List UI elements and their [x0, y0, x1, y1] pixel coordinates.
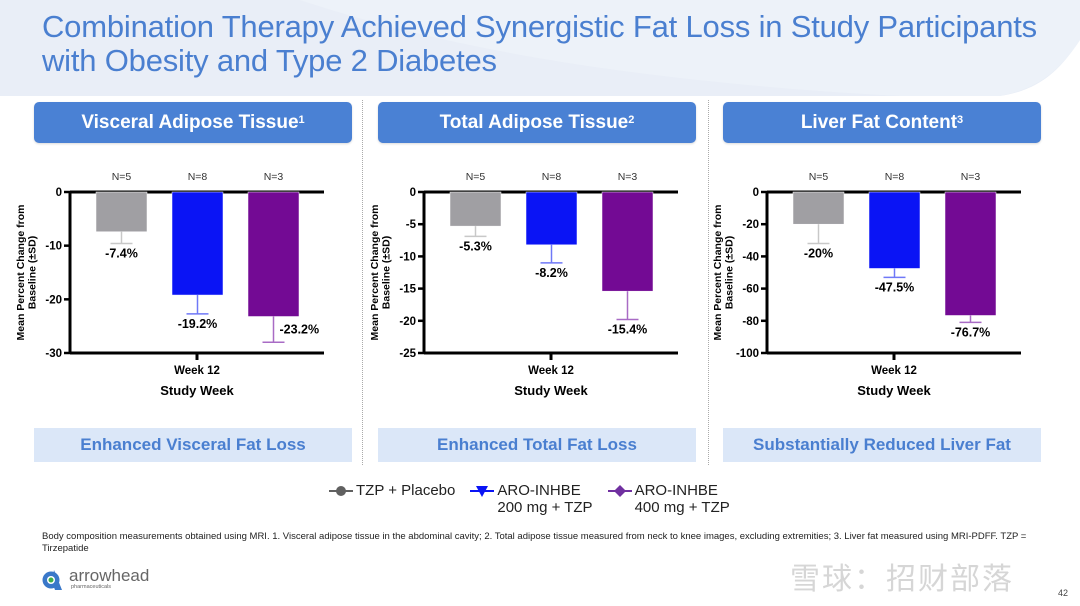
triangle-down-marker-icon: [470, 486, 495, 497]
y-tick-label: -15: [399, 284, 416, 296]
bar-placebo: [792, 191, 845, 225]
x-axis-label: Study Week: [857, 383, 931, 398]
panel-header-visceral: Visceral Adipose Tissue 1: [34, 102, 352, 143]
y-axis-label: Mean Percent Change fromBaseline (±SD): [712, 205, 736, 341]
x-axis-label: Study Week: [514, 383, 588, 398]
data-label: -76.7%: [951, 325, 991, 339]
logo-subtitle: pharmaceuticals: [71, 584, 112, 590]
y-tick-label: -20: [399, 316, 416, 328]
chart-svg: Mean Percent Change fromBaseline (±SD) 0 -…: [712, 171, 1021, 398]
bar-aro200: [171, 191, 224, 296]
n-label: N=3: [264, 171, 284, 183]
bar-aro200: [525, 191, 578, 246]
footnote-ref: 1: [298, 113, 305, 126]
y-tick-label: -100: [736, 348, 759, 360]
legend-label: ARO-INHBE 200 mg + TZP: [497, 482, 593, 516]
bar-placebo: [449, 191, 502, 227]
y-tick-label: 0: [410, 187, 416, 199]
data-label: -8.2%: [535, 266, 568, 280]
footnote-ref: 2: [628, 113, 635, 126]
y-axis-label-line: Mean Percent Change from: [15, 205, 27, 341]
y-tick-label: -20: [45, 294, 62, 306]
legend-item-placebo: TZP + Placebo: [328, 482, 455, 516]
panel-footer-liver: Substantially Reduced Liver Fat: [723, 428, 1041, 462]
bar-aro400: [247, 191, 300, 317]
y-tick-label: 0: [753, 187, 759, 199]
data-label: -15.4%: [608, 323, 648, 337]
legend-label: ARO-INHBE 400 mg + TZP: [634, 482, 730, 516]
footnote: Body composition measurements obtained u…: [42, 531, 1027, 554]
company-logo: arrowhead pharmaceuticals: [42, 566, 150, 590]
data-label: -47.5%: [875, 280, 915, 294]
page-title: Combination Therapy Achieved Synergistic…: [42, 9, 1037, 78]
x-axis-label: Study Week: [160, 383, 234, 398]
n-label: N=3: [961, 171, 981, 183]
y-axis-label-line: Baseline (±SD): [27, 236, 39, 309]
data-label: -5.3%: [459, 239, 492, 253]
bar-aro400: [944, 191, 997, 316]
y-tick-label: -60: [742, 284, 759, 296]
n-label: N=8: [188, 171, 208, 183]
y-axis-label-line: Mean Percent Change from: [712, 205, 724, 341]
panel-header-total: Total Adipose Tissue 2: [378, 102, 696, 143]
y-tick-label: -10: [399, 251, 416, 263]
panel-divider: [708, 100, 709, 465]
data-label: -20%: [804, 247, 833, 261]
y-tick-label: 0: [56, 187, 62, 199]
watermark: 雪球：招财部落: [790, 562, 1014, 597]
y-axis-label-line: Mean Percent Change from: [369, 205, 381, 341]
footnote-ref: 3: [957, 113, 964, 126]
chart-visceral: Mean Percent Change fromBaseline (±SD) 0 -…: [12, 160, 342, 410]
n-label: N=5: [809, 171, 829, 183]
legend-item-aro200: ARO-INHBE 200 mg + TZP: [469, 482, 593, 516]
logo-name: arrowhead: [69, 566, 150, 585]
n-label: N=3: [618, 171, 638, 183]
panel-footer-total: Enhanced Total Fat Loss: [378, 428, 696, 462]
bar-aro400: [601, 191, 654, 292]
circle-marker-icon: [329, 486, 353, 496]
panel-header-label: Visceral Adipose Tissue: [81, 111, 299, 133]
chart-svg: Mean Percent Change fromBaseline (±SD) 0 -…: [369, 171, 678, 398]
data-label: -19.2%: [178, 317, 218, 331]
panel-footer-visceral: Enhanced Visceral Fat Loss: [34, 428, 352, 462]
y-tick-label: -30: [45, 348, 62, 360]
background-wave: [0, 0, 1080, 100]
y-axis-label-line: Baseline (±SD): [724, 236, 736, 309]
y-tick-label: -80: [742, 316, 759, 328]
x-tick-label: Week 12: [528, 365, 574, 377]
y-tick-label: -20: [742, 219, 759, 231]
y-axis-label-line: Baseline (±SD): [381, 236, 393, 309]
chart-svg: Mean Percent Change fromBaseline (±SD) 0 -…: [15, 171, 324, 398]
bar-placebo: [95, 191, 148, 232]
y-axis-label: Mean Percent Change fromBaseline (±SD): [369, 205, 393, 341]
panel-header-liver: Liver Fat Content 3: [723, 102, 1041, 143]
panel-divider: [362, 100, 363, 465]
n-label: N=5: [112, 171, 132, 183]
bar-aro200: [868, 191, 921, 269]
panel-header-label: Total Adipose Tissue: [439, 111, 629, 133]
y-tick-label: -40: [742, 251, 759, 263]
chart-legend: TZP + Placebo ARO-INHBE 200 mg + TZP ARO-…: [328, 482, 730, 516]
y-tick-label: -25: [399, 348, 416, 360]
n-label: N=5: [466, 171, 486, 183]
chart-total: Mean Percent Change fromBaseline (±SD) 0 -…: [366, 160, 696, 410]
x-tick-label: Week 12: [174, 365, 220, 377]
legend-item-aro400: ARO-INHBE 400 mg + TZP: [607, 482, 730, 516]
diamond-marker-icon: [607, 485, 632, 497]
x-tick-label: Week 12: [871, 365, 917, 377]
legend-label: TZP + Placebo: [356, 482, 456, 499]
chart-liver: Mean Percent Change fromBaseline (±SD) 0 -…: [709, 160, 1039, 410]
y-axis-label: Mean Percent Change fromBaseline (±SD): [15, 205, 39, 341]
y-tick-label: -10: [45, 241, 62, 253]
n-label: N=8: [542, 171, 562, 183]
y-tick-label: -5: [406, 219, 417, 231]
arrowhead-logo-icon: [42, 570, 62, 590]
panel-header-label: Liver Fat Content: [800, 111, 958, 133]
page-number: 42: [1057, 588, 1068, 598]
data-label: -7.4%: [105, 247, 138, 261]
n-label: N=8: [885, 171, 905, 183]
data-label: -23.2%: [280, 322, 320, 336]
